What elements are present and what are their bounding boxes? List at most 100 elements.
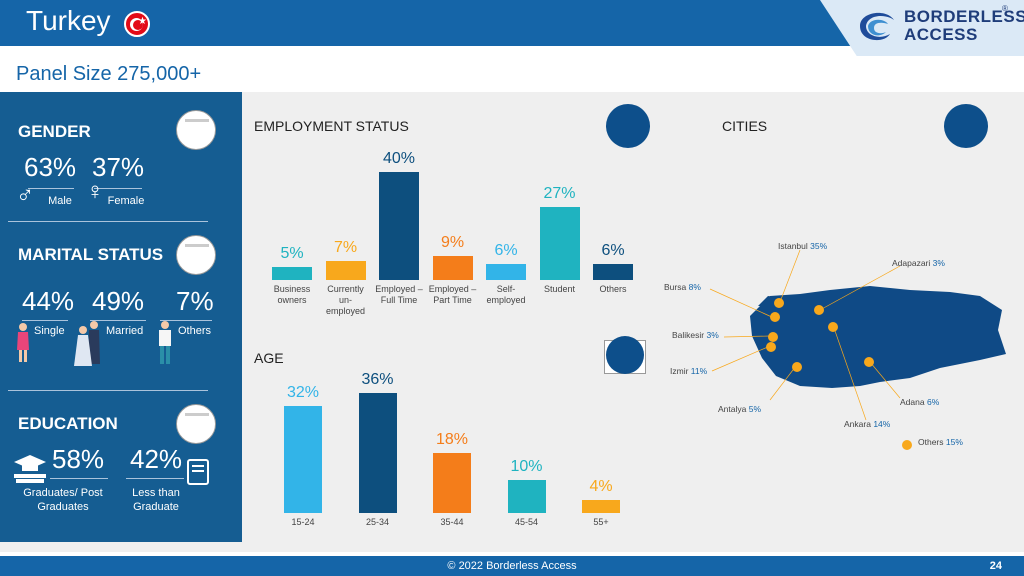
city-label-izmir: Izmir 11% (670, 366, 708, 376)
less-than-graduate-label: Less than Graduate (132, 487, 180, 513)
graduates-label: Graduates/ Post Graduates (23, 487, 103, 513)
graduates-pct: 58% (52, 444, 105, 474)
female-label: Female (107, 195, 145, 207)
city-label-adana: Adana 6% (900, 397, 940, 407)
employment-value-label-currently-un-employed: 7% (333, 239, 358, 257)
city-marker-adana (864, 357, 874, 367)
age-value-label-25-34: 36% (361, 371, 394, 388)
employment-bar-business-owners (272, 266, 312, 280)
city-marker-antalya (792, 362, 802, 372)
female-pct: 37% (92, 152, 145, 182)
borderless-logo-icon (860, 12, 894, 41)
employment-bar-others (593, 263, 633, 280)
cities-title: CITIES (722, 118, 768, 134)
age-value-label-55: 4% (589, 477, 613, 495)
employment-bar-employed-part-time (432, 255, 473, 280)
employment-circle-thumbnail (606, 104, 650, 148)
employment-category-label-currently-un-employed: Currently un-employed (325, 284, 366, 316)
employment-value-label-self-employed: 6% (494, 241, 518, 259)
page-number: 24 (989, 560, 1002, 572)
others-label: Others (178, 325, 212, 337)
male-label: Male (48, 195, 72, 207)
employment-category-label-employed-part-time: Employed – Part Time (428, 284, 477, 305)
employment-value-label-student: 27% (543, 185, 576, 203)
marital-thumbnail (176, 235, 216, 275)
city-label-others: Others 15% (918, 437, 963, 447)
city-label-istanbul: Istanbul 35% (778, 241, 828, 251)
single-underline (22, 320, 68, 321)
logo-text: BORDERLESS ACCESS (904, 7, 1024, 44)
age-bar-15-24 (284, 406, 322, 513)
city-marker-ankara (828, 322, 838, 332)
age-category-label-35-44: 35-44 (440, 517, 464, 527)
employment-value-label-others: 6% (601, 241, 625, 259)
panel-size: Panel Size 275,000+ (16, 63, 202, 85)
education-thumbnail (176, 404, 216, 444)
employment-bar-employed-full-time (379, 172, 419, 280)
female-icon: ♀ (86, 178, 104, 205)
page-title: Turkey (26, 5, 111, 36)
graduates-underline (50, 478, 108, 479)
married-label: Married (106, 325, 144, 337)
city-marker-istanbul (774, 298, 784, 308)
female-underline (94, 188, 142, 189)
city-leader-lines (709, 249, 901, 421)
employment-category-label-self-employed: Self-employed (486, 284, 526, 305)
age-value-label-15-24: 32% (286, 384, 320, 402)
divider (8, 390, 208, 391)
employment-bar-student (539, 207, 580, 280)
married-underline (90, 320, 146, 321)
logo-panel (820, 0, 1024, 56)
registered-mark: ® (1002, 4, 1008, 13)
age-title: AGE (254, 350, 284, 366)
employment-bar-currently-un-employed (325, 261, 366, 280)
footer: © 2022 Borderless Access 24 (0, 556, 1024, 576)
city-marker-adapazari (814, 305, 824, 315)
city-label-bursa: Bursa 8% (664, 282, 701, 292)
employment-value-label-employed-full-time: 40% (382, 150, 416, 167)
single-pct: 44% (22, 286, 75, 316)
employment-bar-self-employed (486, 263, 526, 280)
age-bar-35-44 (433, 453, 471, 513)
less-than-graduate-pct: 42% (130, 444, 183, 474)
age-bar-25-34 (358, 393, 397, 513)
marital-heading: MARITAL STATUS (18, 245, 164, 264)
age-value-label-35-44: 18% (435, 431, 469, 448)
married-pct: 49% (92, 286, 145, 316)
others-underline (160, 320, 212, 321)
age-circle-thumbnail (606, 336, 644, 374)
woman-icon (17, 323, 29, 362)
employment-title: EMPLOYMENT STATUS (254, 118, 409, 134)
employment-value-label-business-owners: 5% (280, 244, 304, 262)
gender-thumbnail (176, 110, 216, 150)
education-heading: EDUCATION (18, 414, 118, 433)
city-marker-bursa (770, 312, 780, 322)
book-icon (187, 459, 209, 485)
employment-value-label-employed-part-time: 9% (440, 233, 465, 251)
age-category-label-25-34: 25-34 (365, 517, 390, 527)
city-label-antalya: Antalya 5% (718, 404, 762, 414)
couple-icon (74, 321, 100, 366)
single-label: Single (34, 325, 65, 337)
city-label-ankara: Ankara 14% (844, 419, 891, 429)
cities-circle-thumbnail (944, 104, 988, 148)
employment-category-label-business-owners: Business owners (273, 284, 311, 305)
age-category-label-55: 55+ (593, 517, 609, 527)
male-underline (28, 188, 74, 189)
employment-category-label-others: Others (599, 284, 627, 294)
age-category-label-45-54: 45-54 (514, 517, 539, 527)
less-underline (126, 478, 184, 479)
city-marker-izmir (766, 342, 776, 352)
man-icon (159, 321, 171, 364)
age-bar-55 (582, 499, 620, 513)
divider (8, 221, 208, 222)
age-category-label-15-24: 15-24 (291, 517, 315, 527)
male-icon: ♂ (16, 182, 34, 209)
employment-category-label-employed-full-time: Employed – Full Time (375, 284, 423, 305)
copyright: © 2022 Borderless Access (447, 560, 577, 572)
others-pct: 7% (176, 286, 214, 316)
age-value-label-45-54: 10% (510, 457, 543, 475)
graduation-icon (14, 455, 46, 483)
city-marker-balikesir (768, 332, 778, 342)
gender-heading: GENDER (18, 122, 91, 141)
